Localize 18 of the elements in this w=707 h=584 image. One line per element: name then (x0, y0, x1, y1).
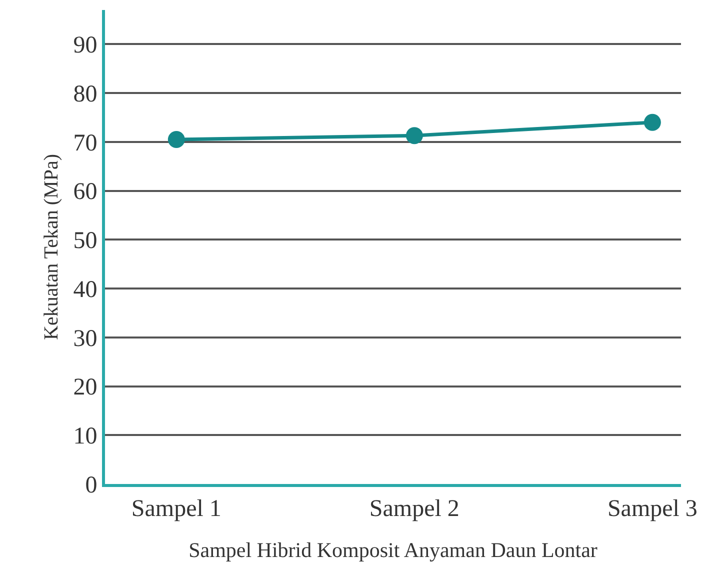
y-tick-label: 0 (85, 472, 98, 498)
y-tick-label: 90 (73, 32, 98, 59)
point (168, 130, 185, 148)
x-tick-label: Sampel 1 (131, 496, 222, 522)
y-tick-label: 80 (73, 81, 98, 108)
y-axis-title: Kekuatan Tekan (MPa) (40, 154, 63, 340)
x-tick-label: Sampel 2 (369, 496, 460, 522)
x-tick-label: Sampel 3 (607, 496, 698, 522)
y-tick-label: 20 (73, 374, 98, 401)
y-tick-label: 40 (73, 276, 98, 303)
point (406, 127, 423, 144)
y-tick-label: 30 (73, 326, 98, 352)
y-tick-label: 60 (73, 179, 98, 206)
x-axis-title: Sampel Hibrid Komposit Anyaman Daun Lontar (188, 538, 598, 562)
y-tick-label: 10 (73, 424, 98, 450)
point (644, 114, 661, 131)
y-tick-label: 50 (73, 228, 98, 254)
y-tick-label: 70 (73, 130, 98, 156)
